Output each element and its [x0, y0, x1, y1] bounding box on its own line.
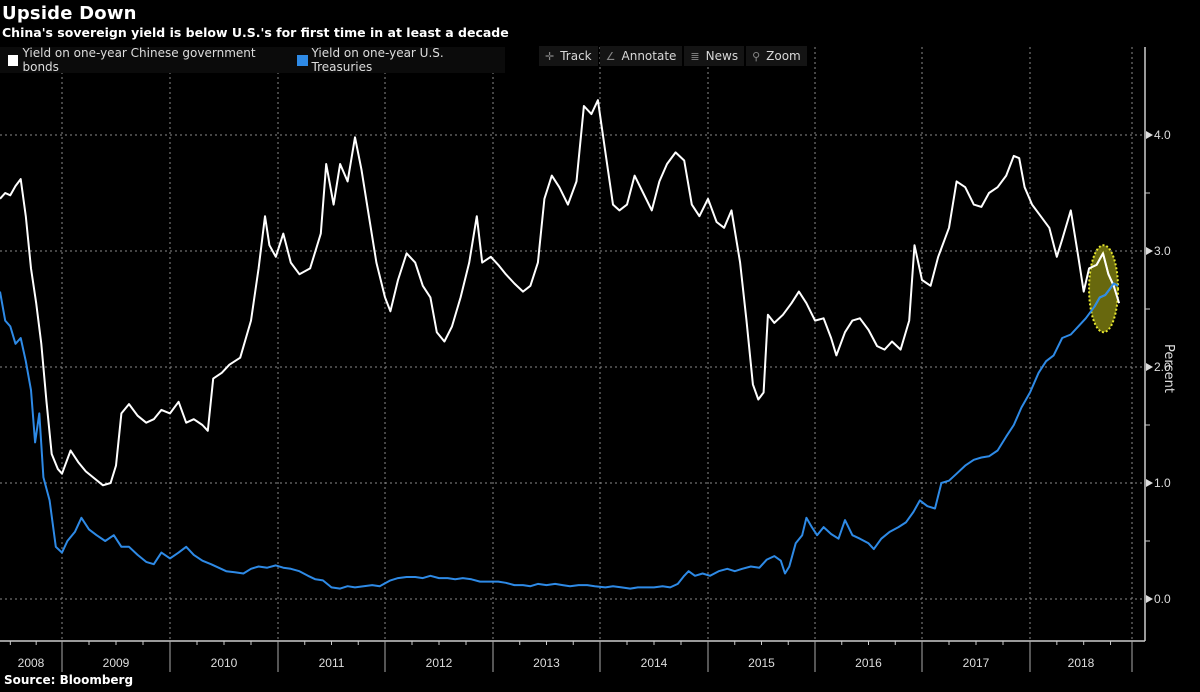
y-tick-marker — [1146, 247, 1153, 255]
grid-lines — [0, 47, 1145, 641]
magnifier-icon: ⚲ — [752, 49, 761, 63]
y-tick-label: 1.0 — [1154, 476, 1171, 490]
zoom-label: Zoom — [766, 49, 801, 63]
legend-item-china[interactable]: Yield on one-year Chinese government bon… — [8, 46, 283, 74]
y-tick-marker — [1146, 479, 1153, 487]
y-tick-marker — [1146, 131, 1153, 139]
x-tick-label: 2010 — [211, 656, 238, 670]
x-tick-label: 2016 — [855, 656, 882, 670]
x-tick-label: 2017 — [963, 656, 990, 670]
legend-swatch-china — [8, 54, 19, 66]
news-icon: ≣ — [690, 49, 700, 63]
y-tick-label: 0.0 — [1154, 592, 1171, 606]
annotate-button[interactable]: ∠ Annotate — [599, 46, 683, 66]
series-lines — [0, 99, 1121, 590]
zoom-button[interactable]: ⚲ Zoom — [746, 46, 807, 66]
source-note: Source: Bloomberg — [4, 673, 134, 687]
y-tick-label: 2.0 — [1154, 360, 1171, 374]
legend-swatch-us — [297, 54, 308, 66]
crosshair-icon: ✛ — [545, 49, 555, 63]
pencil-icon: ∠ — [605, 49, 616, 63]
y-tick-label: 3.0 — [1154, 244, 1171, 258]
legend-label-us: Yield on one-year U.S. Treasuries — [311, 46, 444, 74]
series-line-us[interactable] — [0, 282, 1119, 590]
series-line-china[interactable] — [0, 99, 1121, 487]
x-tick-label: 2013 — [533, 656, 560, 670]
track-button[interactable]: ✛ Track — [539, 46, 598, 66]
x-tick-label: 2014 — [641, 656, 668, 670]
highlight-ellipse — [1088, 244, 1120, 334]
track-label: Track — [560, 49, 592, 63]
axes: 0.0 1.0 2.0 3.0 4.0 2008 2009 2010 2011 2012 2013 2… — [0, 47, 1171, 672]
x-tick-label: 2008 — [18, 656, 45, 670]
legend-item-us[interactable]: Yield on one-year U.S. Treasuries — [297, 46, 499, 74]
legend: Yield on one-year Chinese government bon… — [0, 46, 505, 74]
y-tick-label: 4.0 — [1154, 128, 1171, 142]
legend-label-china: Yield on one-year Chinese government bon… — [22, 46, 256, 74]
x-tick-label: 2015 — [748, 656, 775, 670]
y-tick-marker — [1146, 595, 1153, 603]
news-label: News — [705, 49, 739, 63]
chart-title: Upside Down — [2, 3, 137, 24]
y-tick-marker — [1146, 363, 1153, 371]
y-axis-label: Percent — [1161, 344, 1176, 393]
chart-toolbar: ✛ Track ∠ Annotate ≣ News ⚲ Zoom — [539, 46, 809, 66]
x-tick-label: 2018 — [1068, 656, 1095, 670]
chart-subtitle: China's sovereign yield is below U.S.'s … — [2, 25, 509, 40]
x-tick-label: 2012 — [426, 656, 453, 670]
news-button[interactable]: ≣ News — [684, 46, 745, 66]
annotate-label: Annotate — [621, 49, 677, 63]
x-tick-label: 2011 — [319, 656, 345, 670]
x-tick-label: 2009 — [103, 656, 130, 670]
